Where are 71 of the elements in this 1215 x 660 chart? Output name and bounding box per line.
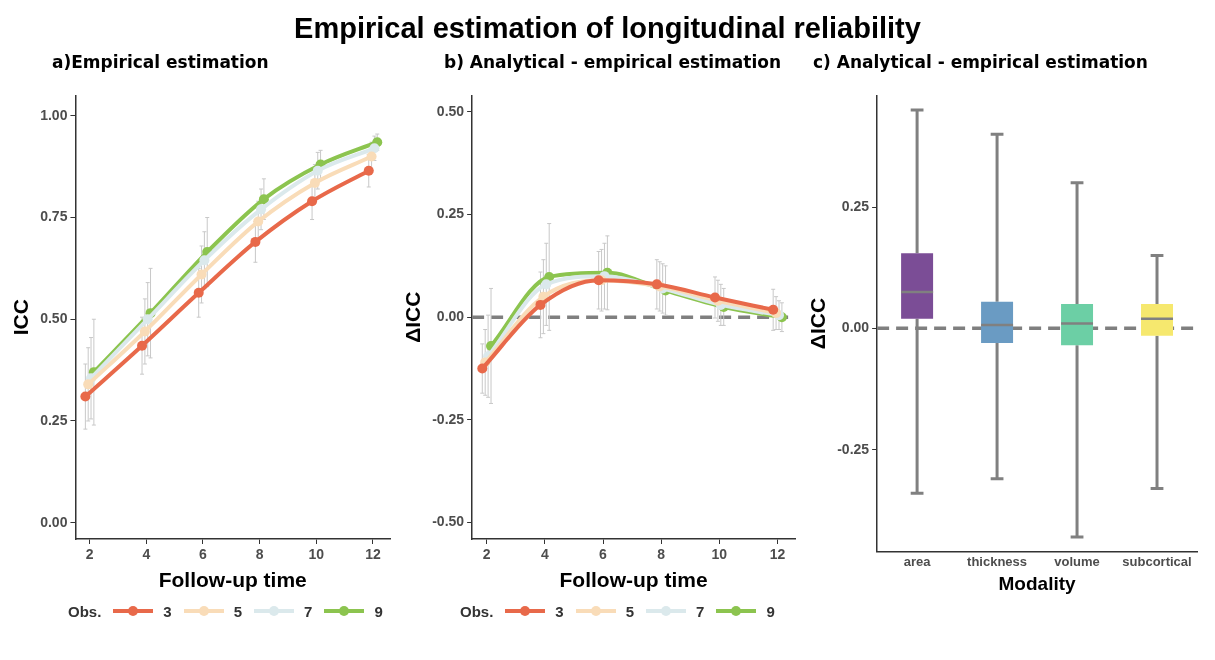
point: [363, 165, 374, 176]
x-axis-title: Follow-up time: [158, 568, 307, 592]
x-tick-label: subcortical: [1122, 553, 1192, 569]
legend-label: 9: [766, 602, 775, 620]
x-tick-label: 10: [308, 546, 325, 563]
y-tick-label: 0.00: [841, 319, 870, 336]
point: [535, 299, 546, 310]
point: [768, 304, 779, 315]
x-tick-label: 6: [599, 546, 608, 563]
x-tick-label: 12: [365, 546, 381, 563]
x-tick-label: 2: [482, 546, 491, 563]
point: [139, 326, 150, 337]
point: [137, 340, 148, 351]
point: [258, 194, 269, 205]
point: [80, 391, 91, 402]
point: [196, 269, 207, 280]
point: [193, 287, 204, 298]
legend-label: 9: [374, 602, 383, 620]
point: [256, 204, 267, 215]
point: [83, 379, 94, 390]
point: [250, 236, 261, 247]
point: [199, 255, 210, 266]
chart-title: c) Analytical - empirical estimation: [812, 52, 1149, 74]
point: [369, 143, 380, 154]
legend-label: 3: [163, 602, 172, 620]
y-tick-label: 0.50: [436, 102, 465, 119]
chart-subtitle: a)Empirical estimation: [51, 52, 270, 74]
y-tick-label: 0.25: [40, 411, 68, 428]
text: Empirical estimation of longitudinal reliability: [293, 11, 922, 46]
x-tick-label: 6: [199, 546, 208, 563]
y-tick-label: 0.25: [436, 205, 465, 222]
y-tick-label: 0.00: [436, 308, 465, 325]
y-tick-label: -0.25: [837, 440, 870, 457]
point: [142, 314, 153, 325]
y-tick-label: 0.75: [40, 208, 68, 225]
x-tick-label: 8: [657, 546, 666, 563]
y-axis-title: ΔICC: [401, 291, 425, 343]
x-tick-label: 4: [142, 546, 151, 563]
x-tick-label: 12: [769, 546, 786, 563]
y-axis-title: ICC: [9, 299, 33, 336]
x-tick-label: 8: [255, 546, 264, 563]
x-tick-label: area: [903, 553, 932, 569]
legend-label: 5: [233, 602, 243, 620]
legend-title: Obs.: [68, 602, 102, 620]
x-axis-title: Follow-up time: [559, 568, 708, 592]
legend-label: 3: [555, 602, 564, 620]
point: [307, 196, 318, 207]
y-axis-title: ΔICC: [806, 297, 830, 350]
legend-label: 7: [304, 602, 313, 620]
y-tick-label: 0.25: [841, 197, 870, 214]
x-tick-label: 2: [85, 546, 94, 563]
point: [253, 216, 264, 227]
legend-title: Obs.: [460, 602, 494, 620]
point: [477, 363, 488, 374]
x-tick-label: thickness: [967, 553, 1028, 569]
legend-label: 7: [696, 602, 705, 620]
x-tick-label: volume: [1054, 553, 1100, 569]
chart-title: b) Analytical - empirical estimation: [443, 52, 782, 74]
point: [541, 279, 552, 290]
point: [312, 165, 323, 176]
x-tick-label: 4: [540, 546, 549, 563]
x-tick-label: 10: [711, 546, 728, 563]
y-tick-label: -0.50: [432, 513, 465, 530]
legend-label: 5: [625, 602, 635, 620]
y-tick-label: -0.25: [432, 410, 465, 427]
y-tick-label: 0.50: [40, 310, 68, 327]
point: [309, 177, 320, 188]
x-axis-title: Modality: [998, 572, 1077, 594]
y-tick-label: 1.00: [40, 106, 68, 123]
y-tick-label: 0.00: [40, 513, 68, 530]
point: [366, 151, 377, 162]
